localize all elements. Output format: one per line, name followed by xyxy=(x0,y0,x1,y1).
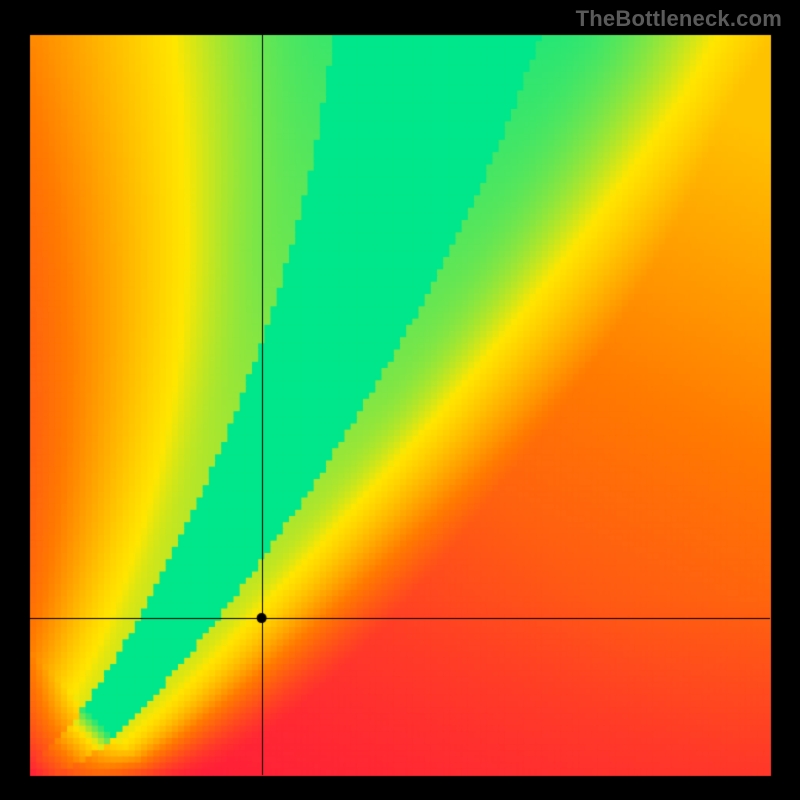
watermark-text: TheBottleneck.com xyxy=(576,6,782,32)
root-container: TheBottleneck.com xyxy=(0,0,800,800)
heatmap-canvas xyxy=(0,0,800,800)
